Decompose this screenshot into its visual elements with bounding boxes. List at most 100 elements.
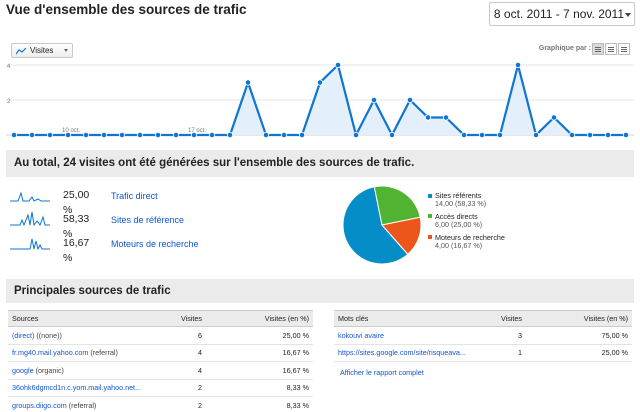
date-range-text: 8 oct. 2011 - 7 nov. 2011 — [493, 7, 624, 21]
visits-cell: 2 — [158, 379, 206, 397]
data-point — [568, 131, 576, 139]
data-point — [550, 114, 558, 121]
visits-pct-cell: 16,67 % — [206, 344, 313, 362]
data-point — [622, 131, 630, 139]
visits-pct-cell: 25,00 % — [206, 326, 313, 345]
source-link[interactable]: google — [12, 365, 34, 375]
visits-pct-cell: 25,00 % — [526, 344, 632, 362]
page-title: Vue d'ensemble des sources de trafic — [6, 2, 247, 17]
col-header-visits-pct[interactable]: Visites (en %) — [526, 310, 632, 327]
legend-value: 14,00 (58,33 %) — [435, 199, 487, 209]
visits-cell: 3 — [484, 326, 526, 345]
legend-item-direct: Accès directs 6,00 (25,00 %) — [428, 212, 505, 230]
data-point — [298, 131, 306, 139]
col-header-keywords[interactable]: Mots clés — [334, 310, 484, 327]
col-header-visits-pct[interactable]: Visites (en %) — [206, 310, 313, 327]
data-point — [460, 131, 468, 139]
full-report-link[interactable]: Afficher le rapport complet — [340, 368, 424, 377]
legend-swatch — [428, 193, 432, 198]
data-point — [514, 61, 522, 69]
data-point — [424, 114, 432, 121]
data-point — [172, 131, 180, 139]
legend-swatch — [428, 214, 432, 219]
summary-bar: Au total, 24 visites ont été générées su… — [6, 150, 634, 177]
data-point — [82, 131, 90, 139]
data-point — [64, 131, 72, 139]
keywords-table: Mots clés Visites Visites (en %) kokouvi… — [334, 310, 632, 362]
col-header-sources[interactable]: Sources — [8, 310, 158, 327]
y-tick-label: 2 — [7, 99, 11, 105]
pie-slice — [381, 216, 422, 255]
source-link[interactable]: (direct) — [12, 330, 35, 340]
line-chart-icon — [16, 48, 27, 55]
principal-sources-bar: Principales sources de trafic — [6, 279, 634, 303]
metric-selector[interactable]: Visites — [11, 43, 73, 58]
legend-item-referral: Sites référents 14,00 (58,33 %) — [428, 191, 505, 209]
table-row: (direct) ((none)) 6 25,00 % — [8, 326, 313, 345]
data-point — [100, 131, 108, 139]
table-row: fr.mg40.mail.yahoo.com (referral) 4 16,6… — [8, 344, 313, 362]
pie-slice — [342, 186, 409, 265]
legend-value: 6,00 (25,00 %) — [435, 220, 483, 230]
data-point — [496, 131, 504, 139]
visits-cell: 4 — [158, 361, 206, 380]
table-row: kokouvi avaire 3 75,00 % — [334, 326, 632, 345]
data-point — [136, 131, 144, 139]
data-point — [352, 131, 360, 139]
keyword-link[interactable]: kokouvi avaire — [338, 330, 384, 340]
source-link[interactable]: groups.diigo.com — [12, 400, 67, 410]
table-header-row: Mots clés Visites Visites (en %) — [334, 310, 632, 327]
visits-cell: 6 — [158, 326, 206, 345]
keyword-link[interactable]: https://sites.google.com/site/risqueava.… — [338, 348, 466, 358]
data-point — [388, 131, 396, 139]
date-range-picker[interactable]: 8 oct. 2011 - 7 nov. 2011 — [488, 2, 635, 26]
visits-pct-cell: 8,33 % — [206, 396, 313, 412]
legend-value: 4,00 (16,67 %) — [435, 241, 483, 251]
graph-by-month-button[interactable] — [618, 43, 630, 55]
visits-pct-cell: 75,00 % — [526, 326, 632, 345]
data-point — [46, 131, 54, 139]
traffic-source-link[interactable]: Sites de référence — [111, 215, 185, 225]
data-point — [442, 114, 450, 121]
traffic-source-pct: 16,67 % — [63, 237, 90, 264]
legend-name: Sites référents — [435, 191, 482, 200]
chevron-down-icon — [64, 49, 68, 52]
col-header-visits[interactable]: Visites — [158, 310, 206, 327]
col-header-visits[interactable]: Visites — [484, 310, 526, 327]
legend-swatch — [428, 235, 432, 240]
data-point — [226, 131, 234, 139]
visits-pct-cell: 8,33 % — [206, 379, 313, 397]
data-point — [280, 131, 288, 139]
data-point — [406, 96, 414, 104]
data-point — [370, 96, 378, 104]
data-point — [154, 131, 162, 139]
source-link[interactable]: 36ohk6dgmcd1n.c.yom.mail.yahoo.net... — [12, 383, 142, 393]
traffic-pie-chart — [342, 185, 422, 265]
data-point — [28, 131, 36, 139]
legend-name: Moteurs de recherche — [435, 232, 505, 242]
table-row: https://sites.google.com/site/risqueava.… — [334, 344, 632, 362]
pie-legend: Sites référents 14,00 (58,33 %) Accès di… — [428, 191, 505, 255]
chevron-down-icon — [625, 13, 631, 17]
visits-pct-cell: 16,67 % — [206, 361, 313, 380]
chart-toolbar: Visites Graphique par : — [6, 43, 634, 60]
table-header-row: Sources Visites Visites (en %) — [8, 310, 313, 327]
y-tick-label: 4 — [7, 64, 11, 70]
source-medium: (referral) — [68, 400, 97, 410]
data-point — [118, 131, 126, 139]
data-point — [316, 79, 324, 86]
traffic-source-link[interactable]: Trafic direct — [111, 191, 158, 201]
sparkline-search — [10, 238, 50, 250]
visits-cell: 1 — [484, 344, 526, 362]
data-point — [262, 131, 270, 139]
graph-by-day-button[interactable] — [592, 43, 604, 55]
source-link[interactable]: fr.mg40.mail.yahoo.com — [12, 348, 89, 358]
data-point — [334, 61, 342, 69]
source-medium: ((none)) — [36, 330, 62, 340]
traffic-source-link[interactable]: Moteurs de recherche — [111, 239, 199, 249]
table-row: google (organic) 4 16,67 % — [8, 361, 313, 380]
visits-cell: 2 — [158, 396, 206, 412]
summary-text: Au total, 24 visites ont été générées su… — [14, 157, 415, 169]
graph-by-week-button[interactable] — [605, 43, 617, 55]
